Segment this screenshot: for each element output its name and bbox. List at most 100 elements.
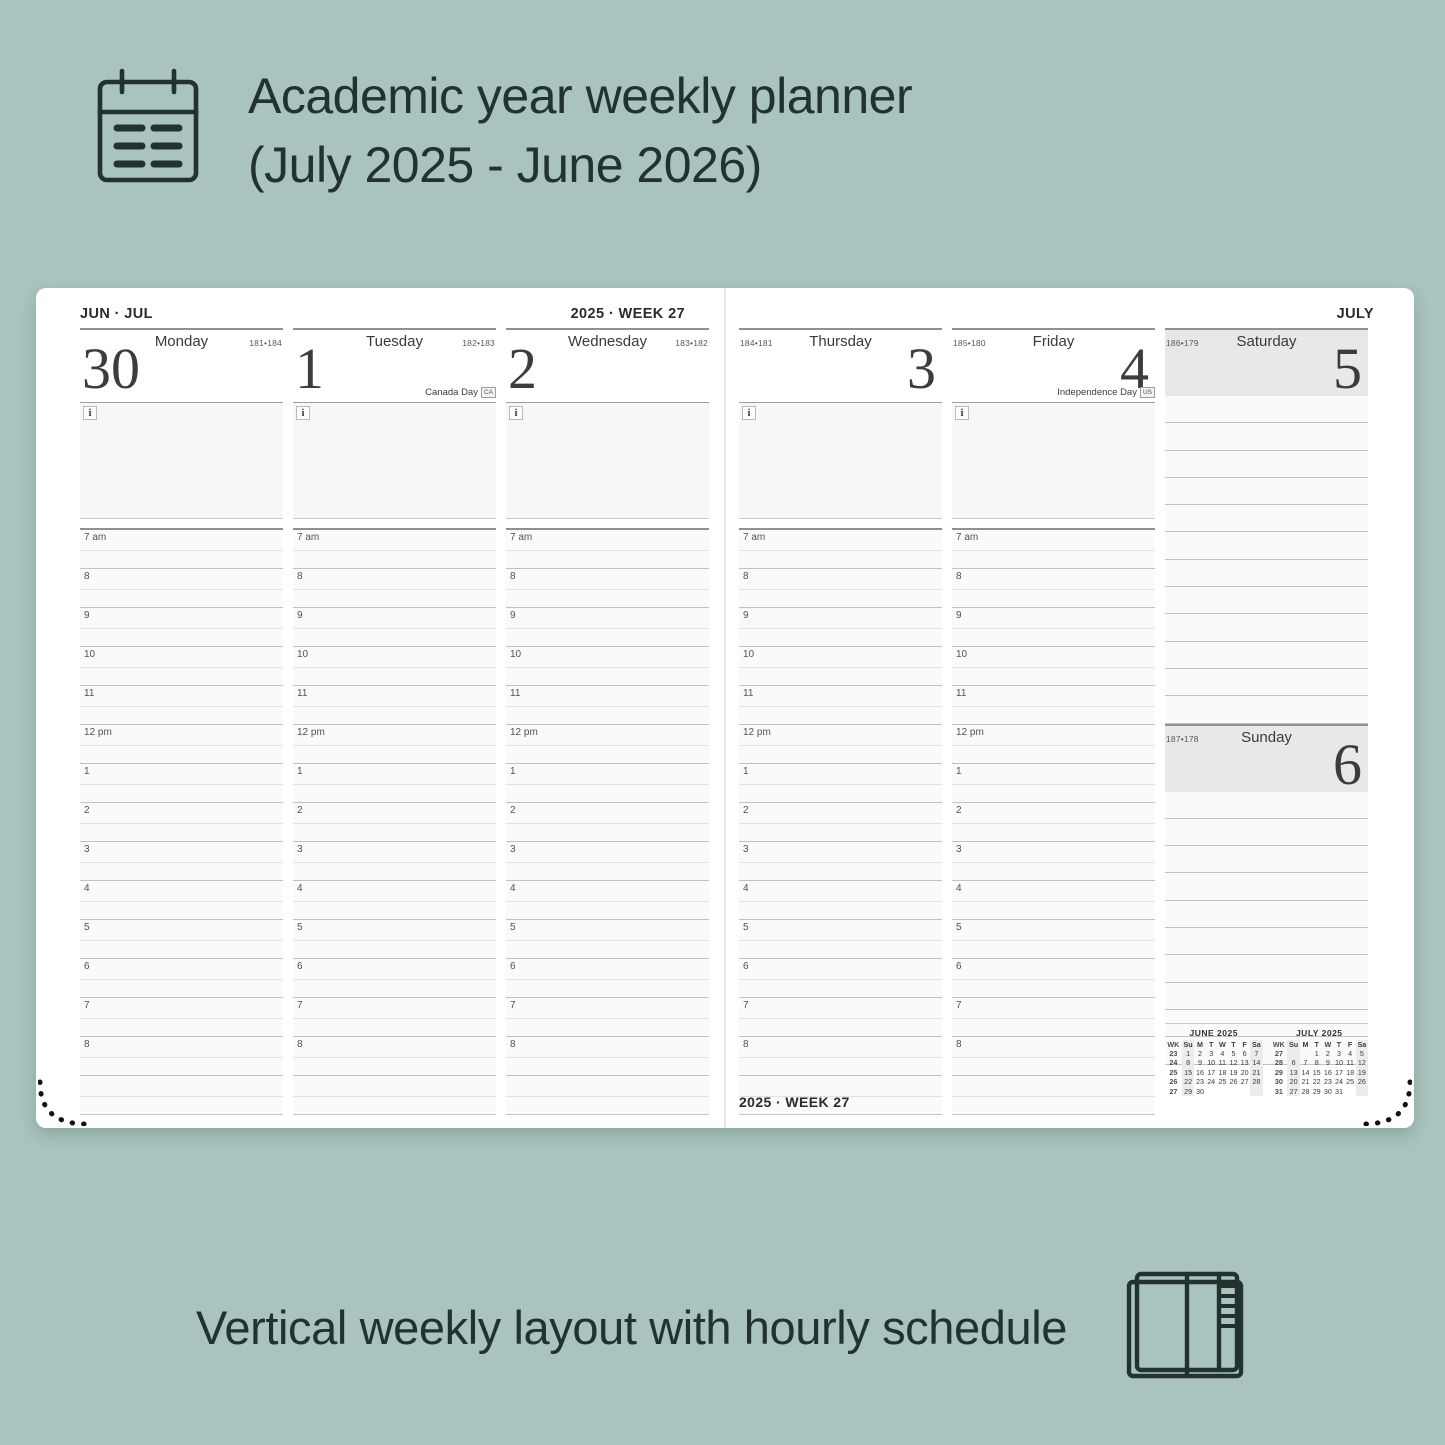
- hour-slot[interactable]: 8: [952, 1037, 1155, 1076]
- mini-calendar-cell[interactable]: 1: [1314, 1048, 1319, 1058]
- hour-slot[interactable]: 1: [80, 764, 283, 803]
- mini-calendar-cell[interactable]: 2: [1325, 1048, 1330, 1058]
- hour-slot[interactable]: 6: [80, 959, 283, 998]
- mini-calendar-cell[interactable]: [1345, 1087, 1356, 1096]
- hour-slot[interactable]: 8: [80, 1037, 283, 1076]
- mini-calendar-cell[interactable]: 17: [1334, 1067, 1343, 1077]
- hour-slot[interactable]: 2: [952, 803, 1155, 842]
- mini-calendar-cell[interactable]: 3: [1336, 1048, 1341, 1058]
- mini-calendar-cell[interactable]: 4: [1220, 1048, 1225, 1058]
- ruled-line[interactable]: [1165, 791, 1368, 819]
- hour-slot[interactable]: 10: [80, 647, 283, 686]
- mini-calendar-cell[interactable]: [1217, 1087, 1228, 1096]
- hour-slot[interactable]: 11: [80, 686, 283, 725]
- hour-slot[interactable]: 9: [506, 608, 709, 647]
- mini-calendar-cell[interactable]: 1: [1181, 1048, 1195, 1059]
- mini-calendar-cell[interactable]: 12: [1229, 1058, 1238, 1068]
- mini-calendar-cell[interactable]: 27: [1240, 1077, 1249, 1087]
- hour-slot[interactable]: 7: [739, 998, 942, 1037]
- hour-slot-extra[interactable]: [506, 1076, 709, 1115]
- ruled-line[interactable]: [1165, 818, 1368, 847]
- hour-slot[interactable]: 6: [506, 959, 709, 998]
- mini-calendar-cell[interactable]: 6: [1242, 1048, 1247, 1058]
- mini-calendar-cell[interactable]: 23: [1196, 1077, 1205, 1087]
- mini-calendar-cell[interactable]: 12: [1355, 1058, 1368, 1068]
- mini-calendar-cell[interactable]: 17: [1207, 1067, 1216, 1077]
- mini-calendar-cell[interactable]: 20: [1240, 1067, 1249, 1077]
- hour-slot[interactable]: 3: [80, 842, 283, 881]
- mini-calendar-cell[interactable]: 29: [1274, 1067, 1283, 1077]
- mini-calendar-cell[interactable]: 11: [1346, 1058, 1354, 1068]
- mini-calendar-cell[interactable]: 10: [1207, 1058, 1216, 1068]
- ruled-line[interactable]: [1165, 505, 1368, 533]
- hour-slot[interactable]: 9: [293, 608, 496, 647]
- hour-slot[interactable]: 7 am: [80, 530, 283, 569]
- hour-slot[interactable]: 9: [739, 608, 942, 647]
- mini-calendar-cell[interactable]: 29: [1181, 1086, 1195, 1096]
- hour-slot[interactable]: 3: [293, 842, 496, 881]
- hour-slot[interactable]: 7: [506, 998, 709, 1037]
- hour-slot[interactable]: 5: [506, 920, 709, 959]
- ruled-line[interactable]: [1165, 696, 1368, 724]
- ruled-line[interactable]: [1165, 587, 1368, 615]
- ruled-line[interactable]: [1165, 423, 1368, 451]
- info-icon[interactable]: i: [296, 406, 310, 420]
- mini-calendar-cell[interactable]: [1228, 1087, 1239, 1096]
- day-notes-box[interactable]: i: [506, 402, 709, 519]
- hour-slot[interactable]: 2: [293, 803, 496, 842]
- mini-calendar-cell[interactable]: 15: [1181, 1067, 1195, 1078]
- ruled-line[interactable]: [1165, 559, 1368, 588]
- hour-slot[interactable]: 4: [80, 881, 283, 920]
- hour-slot[interactable]: 7: [952, 998, 1155, 1037]
- mini-calendar-cell[interactable]: 23: [1169, 1048, 1178, 1058]
- hour-slot[interactable]: 12 pm: [952, 725, 1155, 764]
- hour-slot[interactable]: 4: [506, 881, 709, 920]
- mini-calendar-cell[interactable]: [1355, 1086, 1368, 1096]
- ruled-line[interactable]: [1165, 846, 1368, 874]
- mini-calendar-cell[interactable]: 30: [1274, 1077, 1283, 1087]
- mini-calendar-cell[interactable]: 30: [1196, 1086, 1205, 1096]
- ruled-line[interactable]: [1165, 928, 1368, 956]
- mini-calendar-cell[interactable]: [1250, 1086, 1263, 1096]
- mini-calendar-cell[interactable]: 27: [1287, 1086, 1300, 1096]
- mini-calendar-cell[interactable]: 18: [1218, 1067, 1227, 1077]
- ruled-line[interactable]: [1165, 982, 1368, 1010]
- hour-slot-extra[interactable]: [80, 1076, 283, 1115]
- hour-slot[interactable]: 7: [293, 998, 496, 1037]
- mini-calendar-cell[interactable]: 5: [1231, 1048, 1236, 1058]
- hour-slot[interactable]: 9: [80, 608, 283, 647]
- ruled-line[interactable]: [1165, 668, 1368, 697]
- mini-calendar-cell[interactable]: 31: [1334, 1086, 1343, 1096]
- hour-slot[interactable]: 12 pm: [506, 725, 709, 764]
- mini-calendar-cell[interactable]: 10: [1334, 1058, 1343, 1068]
- hour-slot[interactable]: 10: [506, 647, 709, 686]
- hour-slot[interactable]: 3: [506, 842, 709, 881]
- day-notes-box[interactable]: i: [739, 402, 942, 519]
- day-notes-box[interactable]: i: [952, 402, 1155, 519]
- mini-calendar-cell[interactable]: 28: [1250, 1077, 1263, 1087]
- mini-calendar-cell[interactable]: 15: [1312, 1067, 1321, 1077]
- hour-slot[interactable]: 7 am: [506, 530, 709, 569]
- hour-slot-extra[interactable]: [739, 1076, 942, 1115]
- hour-slot[interactable]: 2: [80, 803, 283, 842]
- mini-calendar-cell[interactable]: 14: [1250, 1058, 1263, 1068]
- hour-slot[interactable]: 8: [293, 1037, 496, 1076]
- hour-slot[interactable]: 10: [293, 647, 496, 686]
- mini-calendar-cell[interactable]: 4: [1348, 1048, 1353, 1058]
- mini-calendar-cell[interactable]: 24: [1169, 1058, 1178, 1068]
- mini-calendar-cell[interactable]: 29: [1312, 1086, 1321, 1096]
- hour-slot[interactable]: 1: [739, 764, 942, 803]
- ruled-line[interactable]: [1165, 477, 1368, 506]
- mini-calendar-cell[interactable]: 13: [1240, 1058, 1249, 1068]
- hour-slot[interactable]: 12 pm: [739, 725, 942, 764]
- mini-calendar-cell[interactable]: 24: [1334, 1077, 1343, 1087]
- hour-slot[interactable]: 9: [952, 608, 1155, 647]
- hour-slot[interactable]: 8: [739, 1037, 942, 1076]
- mini-calendar-cell[interactable]: 5: [1355, 1048, 1368, 1059]
- mini-calendar-cell[interactable]: 27: [1169, 1086, 1178, 1096]
- hour-slot[interactable]: 1: [293, 764, 496, 803]
- mini-calendar-cell[interactable]: 19: [1229, 1067, 1238, 1077]
- ruled-line[interactable]: [1165, 955, 1368, 983]
- hour-slot[interactable]: 6: [739, 959, 942, 998]
- mini-calendar-cell[interactable]: 7: [1303, 1058, 1308, 1068]
